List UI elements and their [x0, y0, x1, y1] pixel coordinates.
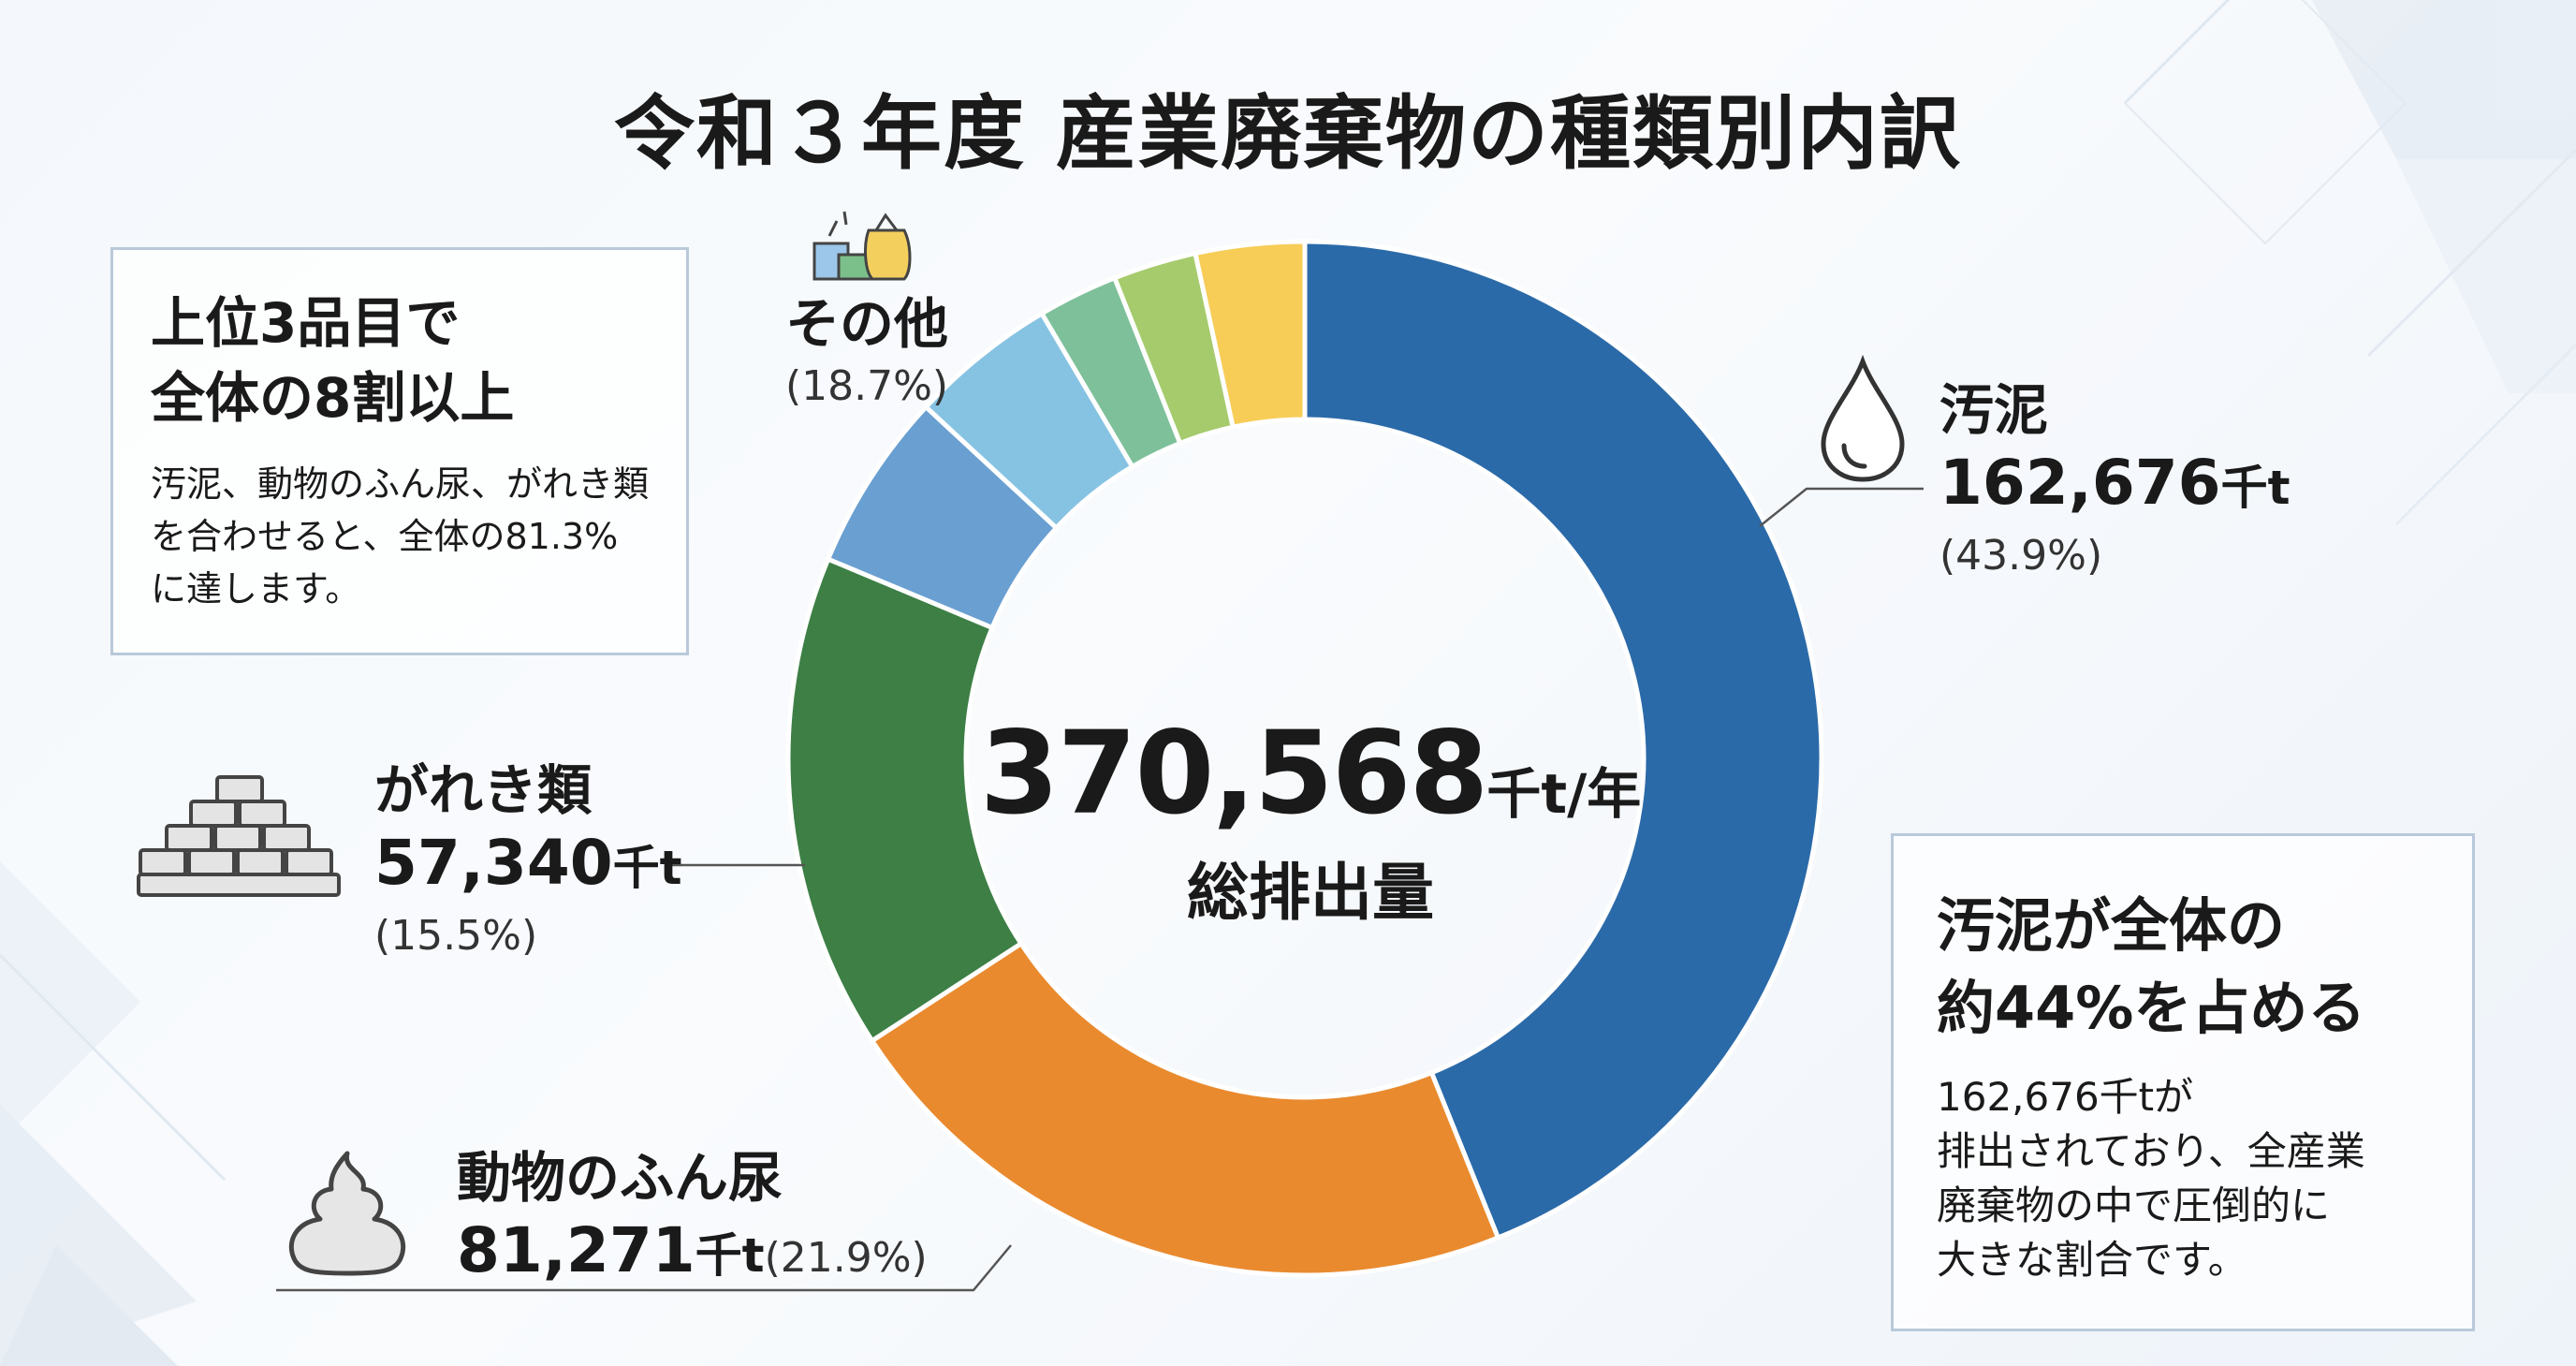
sludge-leader-line: [1759, 487, 1924, 527]
slice-manure: [869, 940, 1501, 1278]
sludge-callout-title: 汚泥が全体の 約44%を占める: [1937, 891, 2366, 1042]
other-percent: (18.7%): [784, 362, 949, 410]
debris-label: がれき類 57,340千t (15.5%): [374, 756, 682, 965]
mixed-waste-icon: [812, 211, 912, 281]
slice-sludge: [1302, 239, 1824, 1241]
other-name: その他: [784, 292, 948, 356]
manure-icon: [288, 1151, 406, 1276]
slice-other-5: [1192, 239, 1308, 431]
total-emission-label: 総排出量: [1187, 857, 1434, 929]
manure-leader-line: [276, 1244, 1012, 1292]
sludge-callout-text: 162,676千tが 排出されており、全産業 廃棄物の中で圧倒的に 大きな割合で…: [1937, 1074, 2365, 1283]
total-emission-value: 370,568千t/年: [979, 707, 1642, 840]
bricks-icon: [137, 775, 341, 897]
debris-name: がれき類: [374, 758, 593, 822]
slice-debris: [785, 555, 1025, 1045]
sludge-callout-box: 汚泥が全体の 約44%を占める 162,676千tが 排出されており、全産業 廃…: [1891, 833, 2475, 1331]
page-title: 令和３年度 産業廃棄物の種類別内訳: [614, 87, 1962, 181]
sludge-percent: (43.9%): [1939, 532, 2103, 580]
top3-callout-text: 汚泥、動物のふん尿、がれき類 を合わせると、全体の81.3% に達します。: [151, 463, 650, 610]
other-label: その他 (18.7%): [783, 290, 951, 416]
debris-value: 57,340千t: [374, 827, 682, 899]
sludge-name: 汚泥: [1939, 378, 2049, 442]
debris-percent: (15.5%): [374, 912, 538, 960]
sludge-value: 162,676千t: [1939, 447, 2291, 519]
sludge-label: 汚泥 162,676千t (43.9%): [1939, 376, 2291, 585]
manure-name: 動物のふん尿: [457, 1146, 783, 1210]
manure-label: 動物のふん尿 81,271千t(21.9%): [457, 1144, 928, 1295]
top3-callout-box: 上位3品目で 全体の8割以上 汚泥、動物のふん尿、がれき類 を合わせると、全体の…: [110, 247, 689, 655]
top3-callout-title: 上位3品目で 全体の8割以上: [151, 291, 515, 430]
water-drop-icon: [1821, 354, 1905, 482]
manure-value: 81,271千t(21.9%): [457, 1214, 928, 1286]
